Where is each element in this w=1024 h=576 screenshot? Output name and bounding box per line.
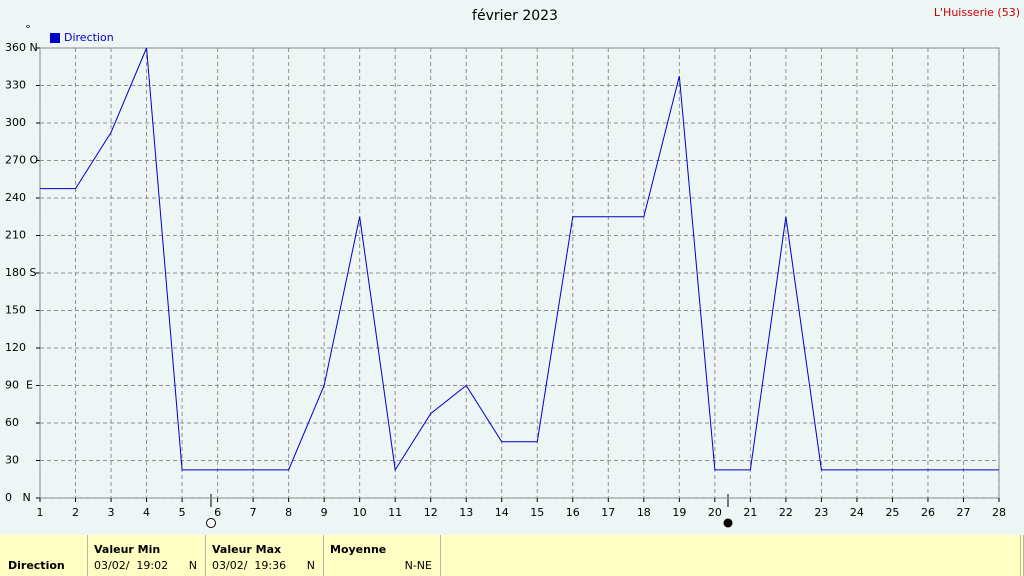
x-tick-label: 26 — [921, 506, 935, 519]
y-tick-label: 330 — [5, 79, 26, 92]
x-tick-label: 7 — [250, 506, 257, 519]
x-tick-label: 3 — [108, 506, 115, 519]
date: 03/02/ 19:36 — [212, 559, 287, 572]
x-tick-label: 17 — [601, 506, 615, 519]
x-tick-label: 20 — [708, 506, 722, 519]
x-tick-label: 12 — [424, 506, 438, 519]
moon-new — [206, 518, 216, 528]
legend-label: Direction — [64, 31, 114, 44]
x-tick-label: 8 — [285, 506, 292, 519]
chart: février 2023 L'Huisserie (53) ° Directio… — [5, 6, 1020, 528]
x-tick-label: 28 — [992, 506, 1006, 519]
x-tick-label: 6 — [214, 506, 221, 519]
y-tick-label: 150 — [5, 304, 26, 317]
x-tick-label: 25 — [885, 506, 899, 519]
value: N — [188, 559, 197, 572]
row-header: Direction — [8, 559, 65, 572]
moon-full — [723, 518, 733, 528]
x-tick-label: 24 — [850, 506, 864, 519]
y-tick-label: 90 E — [5, 379, 33, 392]
column-header: Valeur Min — [94, 543, 161, 556]
y-tick-label: 300 — [5, 116, 26, 129]
x-tick-label: 5 — [179, 506, 186, 519]
x-tick-label: 22 — [779, 506, 793, 519]
y-tick-label: 0 N — [5, 491, 31, 504]
data-line — [40, 47, 999, 472]
x-tick-label: 1 — [37, 506, 44, 519]
y-tick-label: 30 — [5, 454, 19, 467]
y-tick-label: 270 O — [5, 154, 38, 167]
x-tick-label: 11 — [388, 506, 402, 519]
cell: Valeur Max 03/02/ 19:36 N — [206, 535, 324, 576]
x-tick-label: 27 — [956, 506, 970, 519]
y-tick-label: 240 — [5, 191, 26, 204]
cell: Valeur Min 03/02/ 19:02 N — [88, 535, 206, 576]
y-tick-label: 60 — [5, 416, 19, 429]
value: N — [306, 559, 315, 572]
x-tick-label: 2 — [72, 506, 79, 519]
column-header: Valeur Max — [212, 543, 282, 556]
x-tick-label: 19 — [672, 506, 686, 519]
x-tick-label: 18 — [637, 506, 651, 519]
x-tick-label: 9 — [321, 506, 328, 519]
date: 03/02/ 19:02 — [94, 559, 169, 572]
summary-table: Direction Valeur Min 03/02/ 19:02 N Vale… — [0, 535, 1024, 576]
row-header-cell: Direction — [0, 535, 88, 576]
chart-title: février 2023 — [472, 8, 558, 24]
x-tick-label: 10 — [353, 506, 367, 519]
y-tick-label: 360 N — [5, 41, 38, 54]
x-tick-label: 15 — [530, 506, 544, 519]
edge — [1020, 535, 1024, 576]
x-tick-label: 16 — [566, 506, 580, 519]
legend-swatch — [50, 33, 60, 43]
x-tick-label: 23 — [814, 506, 828, 519]
cell: Moyenne N-NE — [324, 535, 441, 576]
location: L'Huisserie (53) — [934, 6, 1020, 19]
x-tick-label: 14 — [495, 506, 509, 519]
x-tick-label: 4 — [143, 506, 150, 519]
y-tick-label: 210 — [5, 229, 26, 242]
x-tick-label: 13 — [459, 506, 473, 519]
column-header: Moyenne — [330, 543, 387, 556]
x-tick-label: 21 — [743, 506, 757, 519]
y-tick-label: 120 — [5, 341, 26, 354]
y-tick-label: 180 S — [5, 266, 36, 279]
y-axis-label: ° — [25, 23, 31, 36]
value: N-NE — [404, 559, 432, 572]
